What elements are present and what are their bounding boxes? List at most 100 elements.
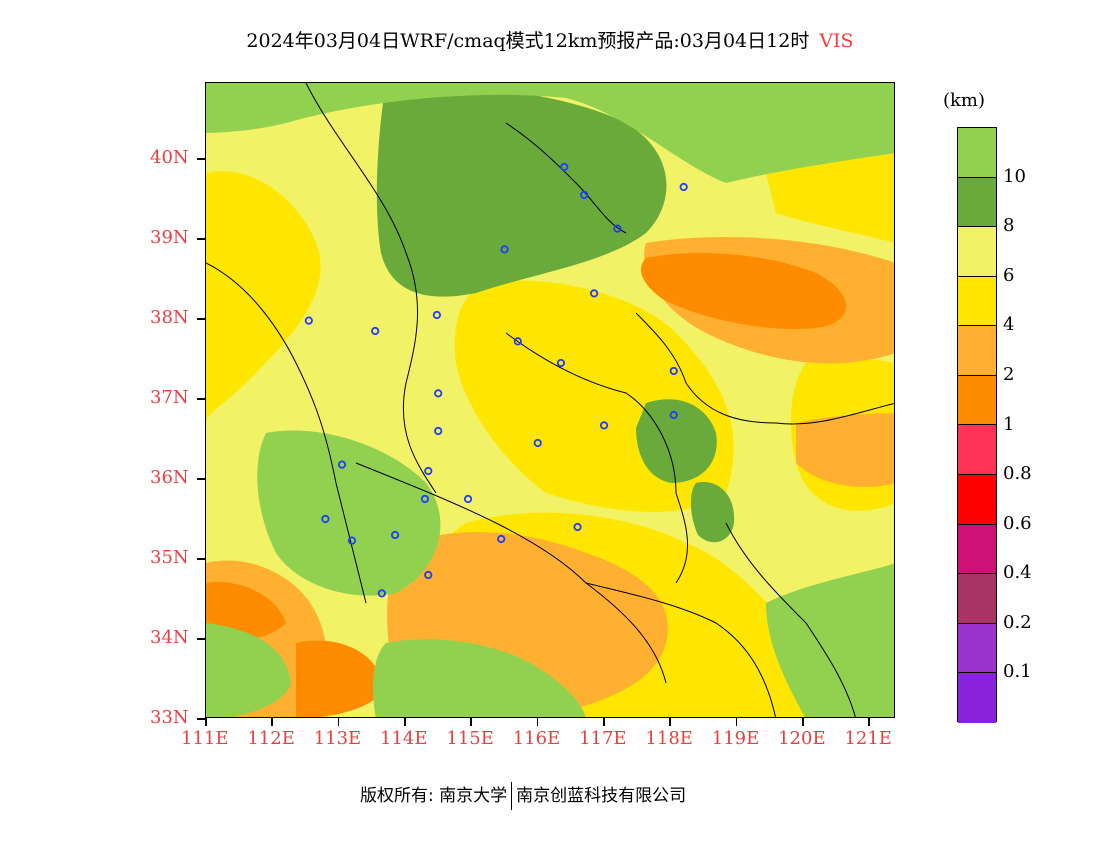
- legend-label: 0.6: [1003, 512, 1032, 534]
- vis-4km-zone-west: [206, 171, 321, 423]
- map-panel: [205, 82, 895, 718]
- legend-swatch: [958, 673, 996, 723]
- province-border-henan: [355, 462, 667, 684]
- station-marker: [337, 460, 347, 469]
- lat-tick-mark: [197, 318, 205, 320]
- legend-swatch: [958, 425, 996, 476]
- lon-tick-label: 116E: [512, 728, 561, 749]
- vis-10km-zone-south: [373, 639, 586, 717]
- station-marker: [573, 522, 582, 532]
- lat-tick-label: 39N: [150, 227, 189, 248]
- legend-swatch: [958, 326, 996, 376]
- legend-label: 2: [1003, 363, 1015, 385]
- legend-label: 0.2: [1003, 611, 1032, 633]
- legend-label: 1: [1003, 413, 1015, 435]
- copyright-left: 版权所有: 南京大学: [360, 786, 508, 806]
- lon-tick-mark: [470, 718, 472, 726]
- station-marker: [377, 589, 386, 598]
- legend-swatch: [958, 524, 996, 575]
- lon-tick-mark: [536, 718, 539, 726]
- legend-label: 4: [1003, 314, 1015, 336]
- lat-tick-mark: [197, 238, 205, 240]
- lat-tick-label: 40N: [150, 147, 189, 168]
- lat-tick-label: 34N: [150, 627, 189, 648]
- province-border-anhui: [585, 582, 777, 717]
- lat-tick-label: 33N: [150, 707, 189, 728]
- legend-label: 0.8: [1003, 463, 1032, 485]
- lat-tick-mark: [197, 638, 205, 640]
- coastline: [635, 312, 894, 717]
- station-marker: [590, 289, 599, 298]
- lat-tick-label: 37N: [150, 387, 189, 408]
- station-marker: [321, 514, 330, 524]
- lon-tick-label: 119E: [711, 728, 760, 749]
- vis-1km-zone-southwest: [206, 582, 286, 641]
- station-layer: [304, 162, 688, 598]
- station-marker: [432, 310, 441, 320]
- station-marker: [580, 190, 589, 200]
- vis-8km-zone-jiangsu: [690, 482, 735, 543]
- lon-tick-label: 115E: [446, 728, 494, 749]
- station-marker: [669, 366, 678, 376]
- lon-tick-label: 121E: [844, 728, 892, 749]
- station-marker: [434, 426, 443, 436]
- station-marker: [371, 326, 380, 336]
- copyright-footer: 版权所有: 南京大学 南京创蓝科技有限公司: [360, 781, 686, 810]
- copyright-divider: [511, 782, 513, 810]
- station-marker: [420, 494, 430, 504]
- vis-10km-zone-southwest: [206, 623, 291, 717]
- station-marker: [533, 438, 542, 448]
- station-marker: [599, 421, 609, 430]
- legend-swatch: [958, 177, 996, 228]
- vis-8km-zone-shandong: [636, 399, 717, 483]
- map-title-variable: VIS: [819, 30, 854, 52]
- map-title-main: 2024年03月04日WRF/cmaq模式12km预报产品:03月04日12时: [246, 30, 810, 52]
- lat-tick-label: 35N: [150, 547, 189, 568]
- station-marker: [513, 337, 522, 346]
- lon-tick-mark: [271, 718, 273, 726]
- province-border-shandong: [505, 332, 689, 584]
- lon-tick-label: 117E: [579, 728, 627, 749]
- lon-tick-label: 111E: [181, 728, 229, 749]
- station-marker: [424, 466, 433, 476]
- lat-tick-mark: [197, 398, 205, 400]
- station-marker: [500, 245, 509, 254]
- vis-1km-zone-south: [296, 640, 382, 717]
- station-marker: [463, 494, 473, 504]
- station-marker: [497, 534, 506, 544]
- vis-10km-zone-southeast: [766, 563, 894, 717]
- legend-label: 10: [1003, 165, 1026, 187]
- legend-label: 0.4: [1003, 562, 1032, 584]
- legend-label: 8: [1003, 215, 1015, 237]
- lat-tick-mark: [197, 558, 205, 560]
- lon-tick-mark: [868, 718, 870, 726]
- legend-label: 0.1: [1003, 661, 1032, 683]
- station-marker: [347, 536, 357, 545]
- lon-tick-mark: [802, 718, 804, 726]
- lat-tick-mark: [197, 478, 205, 480]
- station-marker: [613, 224, 622, 233]
- station-marker: [434, 389, 443, 398]
- lon-tick-mark: [603, 718, 605, 726]
- legend-unit: (km): [943, 90, 986, 111]
- station-marker: [390, 530, 400, 540]
- legend-swatch: [958, 227, 996, 277]
- lon-tick-label: 120E: [778, 728, 826, 749]
- station-marker: [424, 570, 433, 580]
- lat-tick-mark: [197, 158, 205, 160]
- lon-tick-mark: [337, 718, 340, 726]
- lon-tick-label: 118E: [645, 728, 693, 749]
- lon-tick-label: 112E: [247, 728, 295, 749]
- lon-tick-mark: [404, 718, 406, 726]
- legend-swatch: [958, 574, 996, 624]
- vis-1km-zone-bohai: [641, 253, 846, 329]
- lat-tick-label: 38N: [150, 307, 189, 328]
- lon-tick-mark: [669, 718, 671, 726]
- vis-4km-zone-northeast: [766, 153, 894, 243]
- legend-swatch: [958, 128, 996, 178]
- lon-tick-label: 114E: [380, 728, 428, 749]
- legend-swatch: [958, 276, 996, 327]
- legend-label: 6: [1003, 264, 1015, 286]
- copyright-right: 南京创蓝科技有限公司: [516, 786, 687, 806]
- station-marker: [556, 358, 566, 368]
